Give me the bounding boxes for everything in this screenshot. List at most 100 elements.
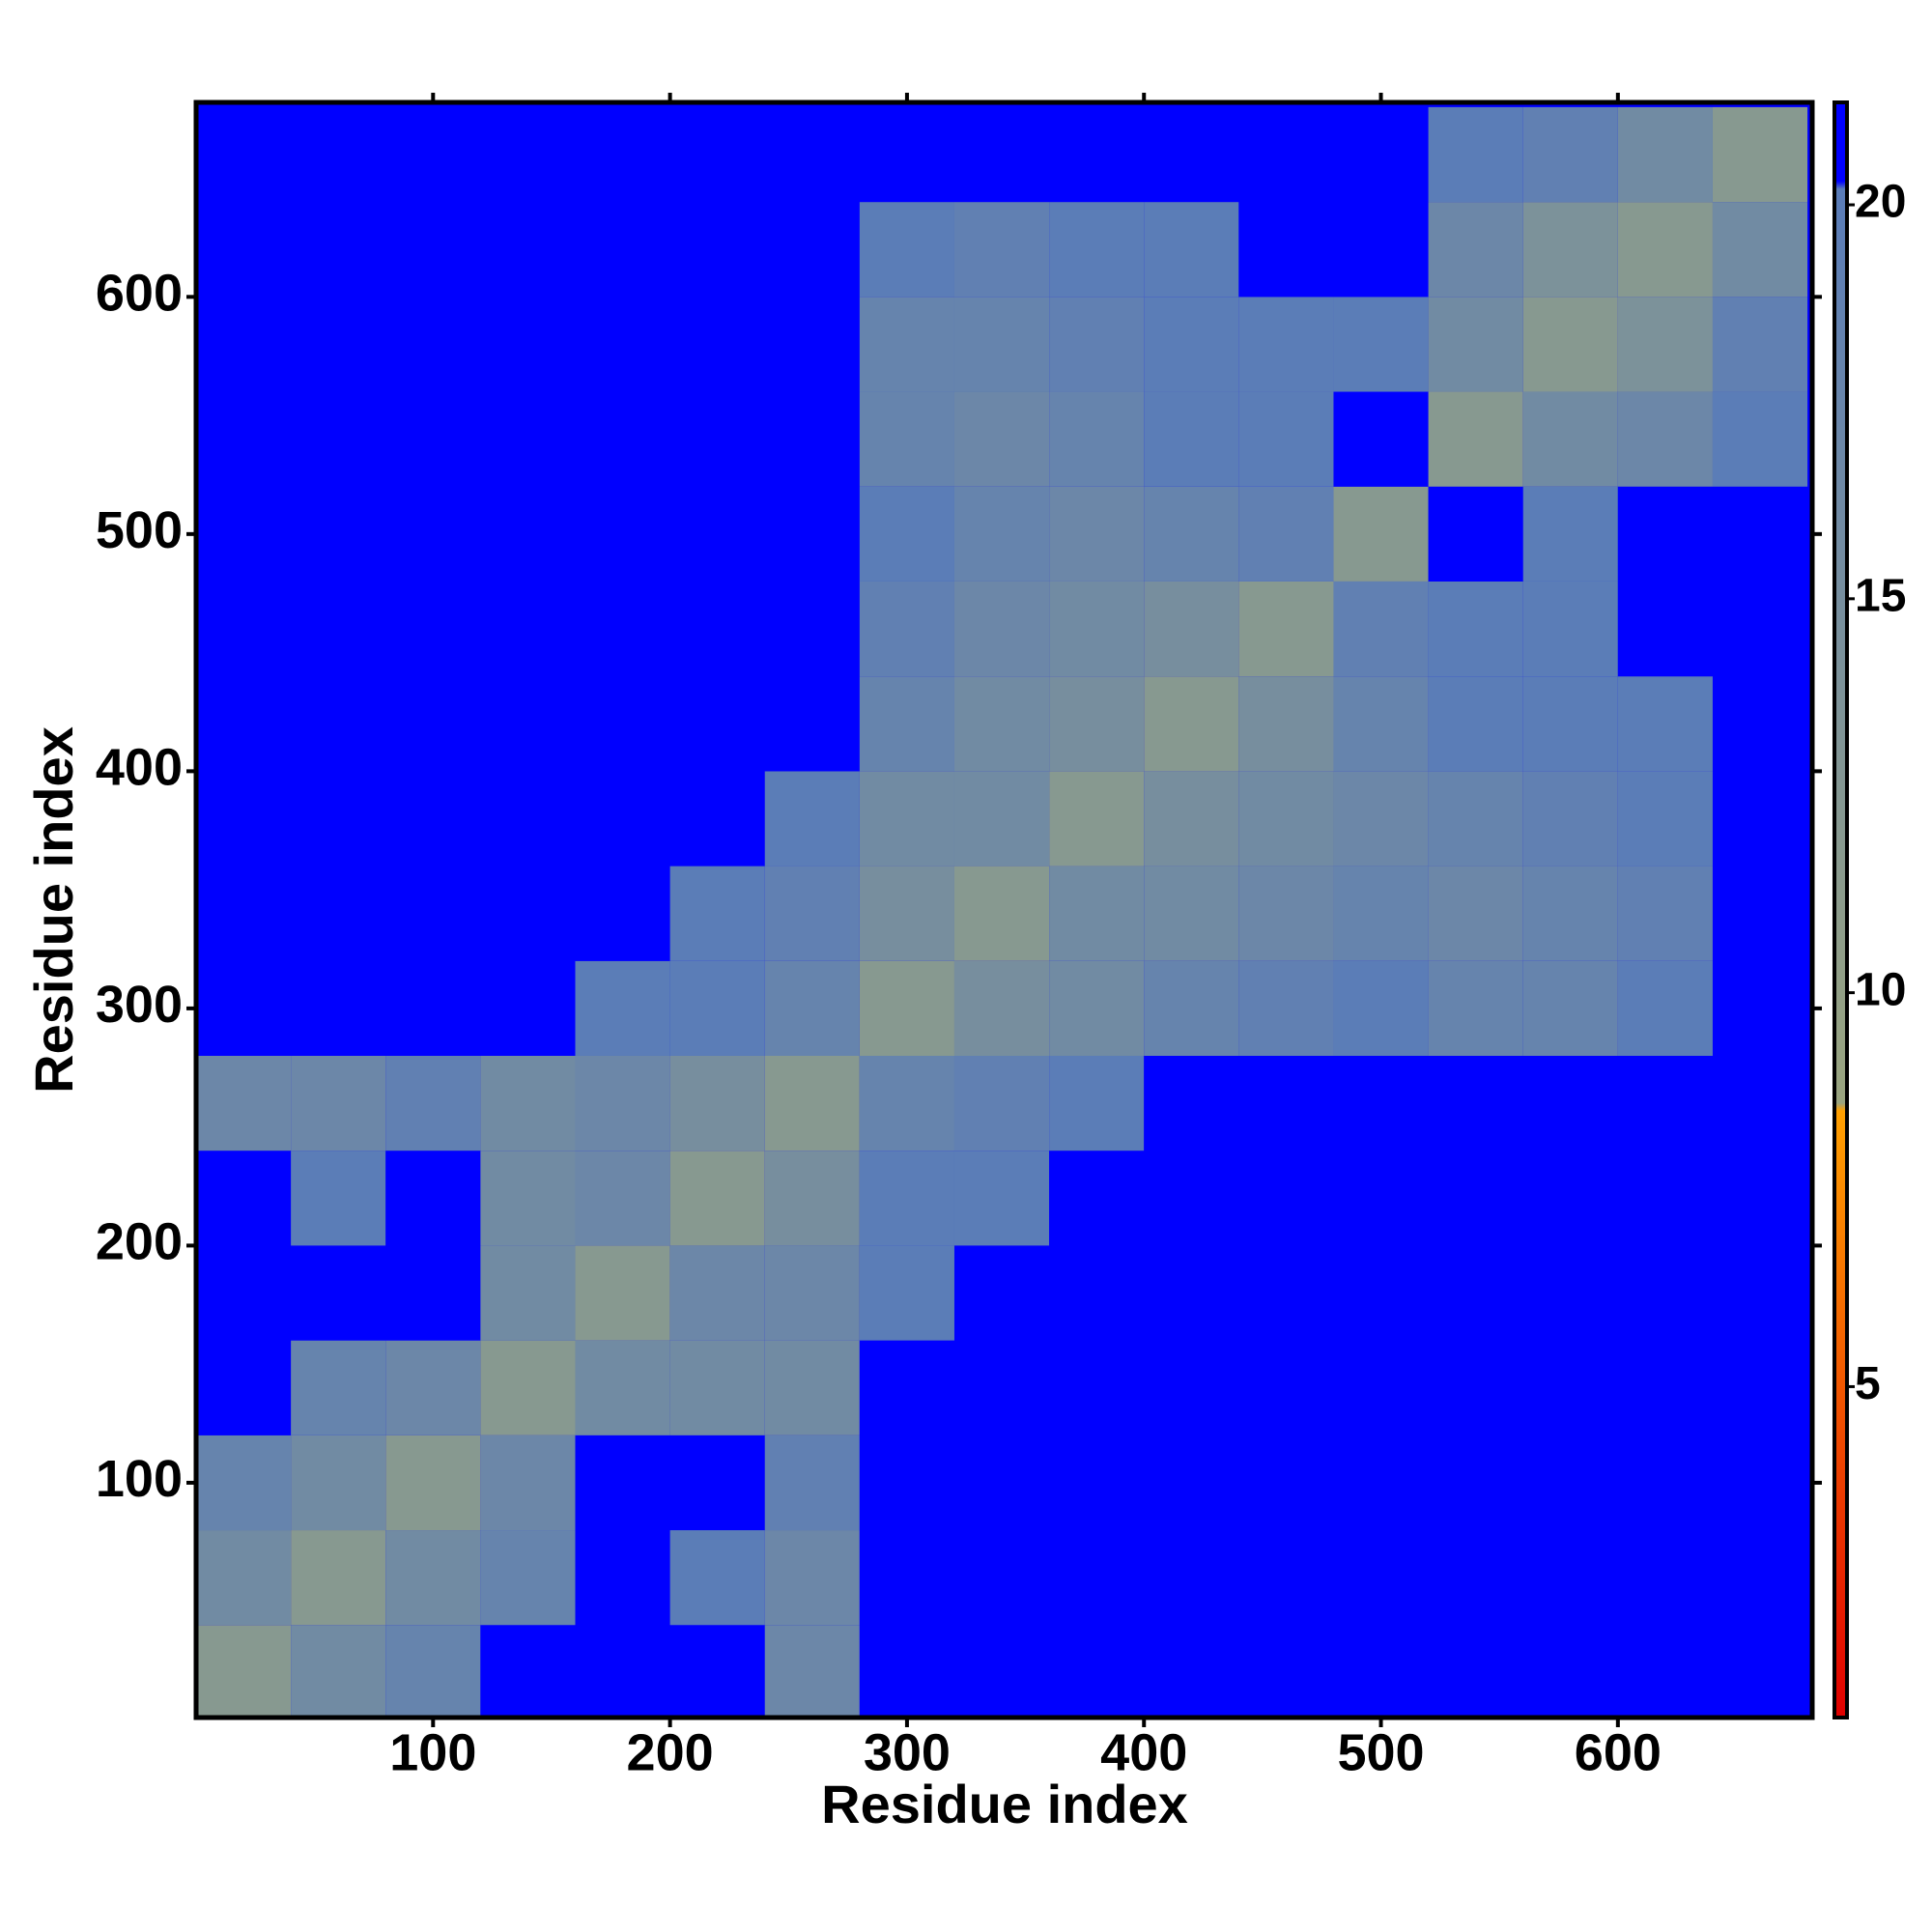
heatmap-cell (385, 486, 481, 582)
heatmap-cell (1522, 1151, 1618, 1246)
heatmap-cell (291, 771, 386, 867)
heatmap-cell (196, 1340, 292, 1435)
x-tick-label: 500 (1337, 1723, 1424, 1781)
heatmap-cell (575, 581, 670, 677)
colorbar-tick-label: 5 (1855, 1358, 1881, 1409)
heatmap-cell (1049, 1245, 1145, 1341)
heatmap-cell (1522, 391, 1618, 487)
heatmap-cell (669, 297, 765, 392)
heatmap-cell (1238, 1625, 1334, 1720)
heatmap-cell (859, 1245, 954, 1341)
heatmap-cell (385, 1055, 481, 1151)
x-axis-label: Residue index (821, 1774, 1188, 1834)
heatmap-cell (1333, 1625, 1429, 1720)
heatmap-cell (480, 581, 576, 677)
heatmap-cell (480, 106, 576, 203)
heatmap-cell (575, 106, 670, 203)
heatmap-cell (385, 676, 481, 772)
heatmap-cell (1522, 1245, 1618, 1341)
heatmap-cell (1428, 581, 1523, 677)
heatmap-cell (859, 581, 954, 677)
heatmap-cell (953, 1245, 1050, 1341)
heatmap-cell (1428, 391, 1523, 487)
heatmap-cell (1617, 297, 1713, 392)
heatmap-cell (764, 1530, 860, 1626)
x-tick-label: 300 (864, 1723, 951, 1781)
heatmap-cell (1712, 1151, 1808, 1246)
heatmap-cell (291, 1151, 386, 1246)
heatmap-cell (859, 1625, 954, 1720)
heatmap-cell (1712, 1625, 1808, 1720)
heatmap-cell (1049, 581, 1145, 677)
heatmap-cell (480, 771, 576, 867)
heatmap-cell (1617, 1340, 1713, 1435)
heatmap-cell (669, 1151, 765, 1246)
heatmap-cell (669, 960, 765, 1056)
heatmap-cell (1428, 106, 1523, 203)
colorbar-tick-label: 15 (1855, 571, 1906, 622)
heatmap-cell (1522, 486, 1618, 582)
heatmap-cell (575, 676, 670, 772)
heatmap-cell (1712, 106, 1808, 203)
heatmap-cell (1144, 486, 1239, 582)
heatmap-cell (480, 391, 576, 487)
heatmap-cell (196, 1151, 292, 1246)
heatmap-cell (859, 1435, 954, 1531)
heatmap-cell (1238, 1435, 1334, 1531)
heatmap-cell (480, 297, 576, 392)
heatmap-cell (291, 391, 386, 487)
heatmap-cell (385, 1530, 481, 1626)
heatmap-cell (1049, 297, 1145, 392)
heatmap-cell (669, 1530, 765, 1626)
heatmap-cell (859, 106, 954, 203)
heatmap-cell (1238, 297, 1334, 392)
heatmap-cell (1238, 391, 1334, 487)
heatmap-cell (1617, 1625, 1713, 1720)
heatmap-cell (196, 1625, 292, 1720)
heatmap-cell (480, 202, 576, 298)
heatmap-cell (575, 391, 670, 487)
heatmap-cell (1238, 960, 1334, 1056)
heatmap-cell (1333, 581, 1429, 677)
heatmap-cell (669, 106, 765, 203)
heatmap-cell (196, 581, 292, 677)
heatmap-cell (575, 1055, 670, 1151)
heatmap-cell (291, 1245, 386, 1341)
heatmap-cell (196, 1530, 292, 1626)
x-tick-label: 600 (1575, 1723, 1662, 1781)
heatmap-cell (1049, 391, 1145, 487)
heatmap-cell (953, 297, 1050, 392)
heatmap-cell (1238, 106, 1334, 203)
heatmap-cell (764, 202, 860, 298)
heatmap-cell (1428, 297, 1523, 392)
heatmap-cell (1144, 106, 1239, 203)
heatmap-cell (953, 866, 1050, 961)
heatmap-cell (953, 1530, 1050, 1626)
heatmap-cell (1522, 960, 1618, 1056)
x-tick-label: 400 (1100, 1723, 1187, 1781)
heatmap-cell (196, 1435, 292, 1531)
heatmap-cell (480, 1435, 576, 1531)
heatmap-cell (385, 391, 481, 487)
heatmap-cell (196, 486, 292, 582)
heatmap-cell (953, 1625, 1050, 1720)
heatmap-cell (1144, 1055, 1239, 1151)
heatmap-cell (1617, 202, 1713, 298)
heatmap-cell (1617, 1151, 1713, 1246)
heatmap-cell (1712, 297, 1808, 392)
heatmap-cell (859, 297, 954, 392)
heatmap-cell (859, 202, 954, 298)
y-tick-label: 400 (96, 739, 183, 797)
heatmap-cell (1238, 1530, 1334, 1626)
heatmap-cell (480, 486, 576, 582)
heatmap-cell (1049, 1055, 1145, 1151)
heatmap-cell (1522, 202, 1618, 298)
heatmap-cell (196, 1055, 292, 1151)
colorbar-tick-label: 20 (1855, 177, 1906, 228)
x-tick-label: 100 (389, 1723, 476, 1781)
heatmap-cell (196, 1245, 292, 1341)
heatmap-cell (669, 866, 765, 961)
heatmap-cell (1049, 960, 1145, 1056)
heatmap-cell (1712, 1055, 1808, 1151)
